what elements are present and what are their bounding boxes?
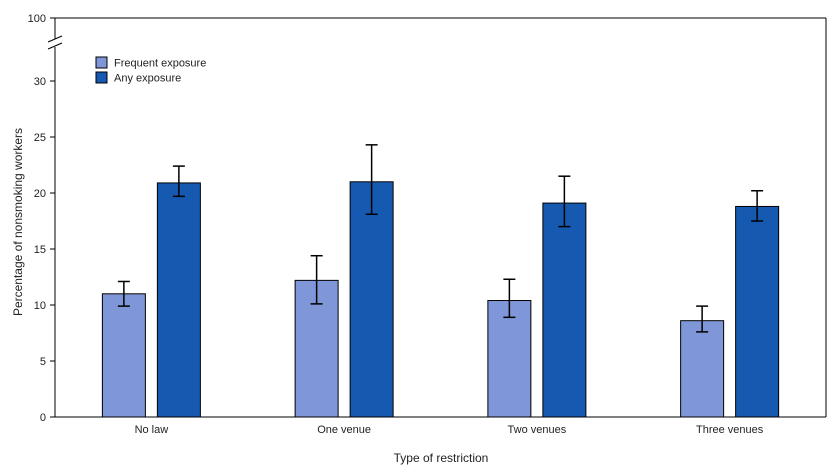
y-tick-label: 20 bbox=[34, 188, 46, 200]
y-axis-title: Percentage of nonsmoking workers bbox=[11, 128, 25, 316]
bar bbox=[735, 205, 780, 418]
bar bbox=[349, 181, 394, 418]
bar bbox=[487, 300, 532, 418]
y-tick-label: 0 bbox=[40, 412, 46, 424]
bar bbox=[156, 182, 201, 418]
legend-label: Any exposure bbox=[114, 73, 181, 85]
error-bars bbox=[117, 144, 764, 333]
x-tick-label: Two venues bbox=[508, 424, 567, 436]
y-axis: 0 5 10 15 20 25 30 100 bbox=[28, 13, 55, 424]
axis-break-mark-upper bbox=[47, 35, 63, 43]
axis-break-mark-lower bbox=[47, 42, 63, 50]
x-tick-label: Three venues bbox=[696, 424, 764, 436]
y-tick-label: 15 bbox=[34, 244, 46, 256]
bar bbox=[680, 320, 725, 418]
axis-break-gap bbox=[47, 39, 63, 47]
y-tick-label: 10 bbox=[34, 300, 46, 312]
bar bbox=[101, 293, 146, 418]
y-tick-label: 25 bbox=[34, 132, 46, 144]
y-tick-label: 30 bbox=[34, 76, 46, 88]
legend-swatch bbox=[95, 56, 108, 69]
x-tick-label: One venue bbox=[317, 424, 371, 436]
x-axis-title: Type of restriction bbox=[394, 451, 489, 465]
bars bbox=[101, 181, 780, 418]
x-axis: No law One venue Two venues Three venues bbox=[135, 424, 764, 436]
legend: Frequent exposure Any exposure bbox=[95, 56, 206, 85]
legend-label: Frequent exposure bbox=[114, 58, 206, 70]
y-tick-label-break: 100 bbox=[28, 13, 46, 25]
x-tick-label: No law bbox=[135, 424, 169, 436]
legend-swatch bbox=[95, 71, 108, 84]
bar bbox=[542, 202, 587, 418]
y-tick-label: 5 bbox=[40, 356, 46, 368]
